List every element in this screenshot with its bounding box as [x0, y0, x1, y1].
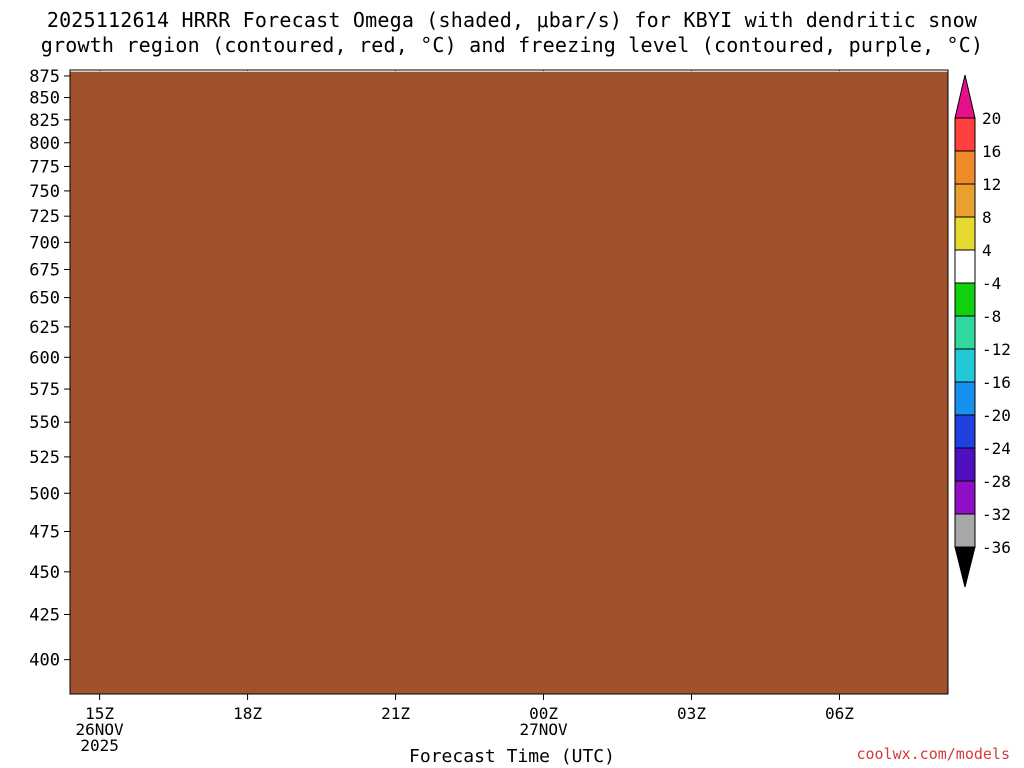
colorbar-bin-9: [954, 381, 976, 416]
terrain-surface: [70, 71, 948, 695]
x-tick-label-18Z-line1: 18Z: [233, 704, 262, 723]
colorbar-bin-6: [954, 282, 976, 317]
y-tick-label-450: 450: [29, 563, 60, 583]
colorbar-label-8: 8: [982, 208, 992, 227]
y-tick-label-675: 675: [29, 260, 60, 280]
colorbar-label--36: -36: [982, 538, 1011, 557]
y-tick-label-525: 525: [29, 448, 60, 468]
credit-text: coolwx.com/models: [856, 745, 1010, 763]
x-tick-label-06Z-line1: 06Z: [825, 704, 854, 723]
x-tick-label-03Z-line1: 03Z: [677, 704, 706, 723]
colorbar-label--4: -4: [982, 274, 1001, 293]
colorbar-bin-10: [954, 414, 976, 449]
y-tick-label-475: 475: [29, 523, 60, 543]
y-tick-label-400: 400: [29, 651, 60, 671]
chart-title-line2: growth region (contoured, red, °C) and f…: [40, 33, 984, 57]
colorbar-label--28: -28: [982, 472, 1011, 491]
colorbar-bin-7: [954, 315, 976, 350]
x-axis-title: Forecast Time (UTC): [409, 746, 615, 767]
y-tick-label-825: 825: [29, 111, 60, 131]
x-tick-label-15Z-line1: 15Z: [85, 704, 114, 723]
colorbar-label--12: -12: [982, 340, 1011, 359]
y-axis: 400 425 450 475 500 525 550 575 600 625 650 675 700 7…: [29, 67, 70, 671]
y-tick-label-725: 725: [29, 207, 60, 227]
colorbar-bin-5: [954, 249, 976, 284]
y-tick-label-700: 700: [29, 233, 60, 253]
y-tick-label-425: 425: [29, 605, 60, 625]
colorbar-extend-top: [954, 74, 976, 119]
x-tick-label-15Z-line2: 26NOV: [76, 720, 125, 739]
colorbar-bin-3: [954, 183, 976, 218]
x-tick-label-00Z-line2: 27NOV: [519, 720, 568, 739]
colorbar-label--8: -8: [982, 307, 1001, 326]
colorbar-bin-8: [954, 348, 976, 383]
x-tick-label-21Z-line1: 21Z: [381, 704, 410, 723]
colorbar-label-12: 12: [982, 175, 1001, 194]
terrain-strip: [70, 71, 948, 695]
colorbar-label-4: 4: [982, 241, 992, 260]
colorbar-bin-1: [954, 117, 976, 152]
y-tick-label-750: 750: [29, 182, 60, 202]
y-tick-label-650: 650: [29, 289, 60, 309]
colorbar-bin-12: [954, 480, 976, 515]
x-tick-label-00Z-line1: 00Z: [529, 704, 558, 723]
colorbar-bin-4: [954, 216, 976, 251]
colorbar-bin-11: [954, 447, 976, 482]
y-tick-label-500: 500: [29, 484, 60, 504]
colorbar-extend-bottom: [954, 546, 976, 588]
y-tick-label-550: 550: [29, 413, 60, 433]
colorbar: 20 16 12 8 4 -4 -8 -12 -16 -20 -24 -28 -32 -36: [954, 74, 1011, 588]
x-tick-label-15Z-line3: 2025: [80, 736, 119, 755]
colorbar-label--24: -24: [982, 439, 1011, 458]
colorbar-bin-2: [954, 150, 976, 185]
colorbar-label-16: 16: [982, 142, 1001, 161]
chart-title-line1: 2025112614 HRRR Forecast Omega (shaded, …: [46, 8, 978, 32]
y-tick-label-775: 775: [29, 157, 60, 177]
y-tick-label-575: 575: [29, 380, 60, 400]
colorbar-label-20: 20: [982, 109, 1001, 128]
y-tick-label-850: 850: [29, 89, 60, 109]
y-tick-label-625: 625: [29, 318, 60, 338]
y-tick-label-800: 800: [29, 134, 60, 154]
colorbar-bin-13: [954, 513, 976, 548]
colorbar-label--32: -32: [982, 505, 1011, 524]
y-tick-label-875: 875: [29, 67, 60, 87]
colorbar-label--16: -16: [982, 373, 1011, 392]
y-tick-label-600: 600: [29, 348, 60, 368]
plot-frame: [69, 69, 949, 695]
colorbar-label--20: -20: [982, 406, 1011, 425]
